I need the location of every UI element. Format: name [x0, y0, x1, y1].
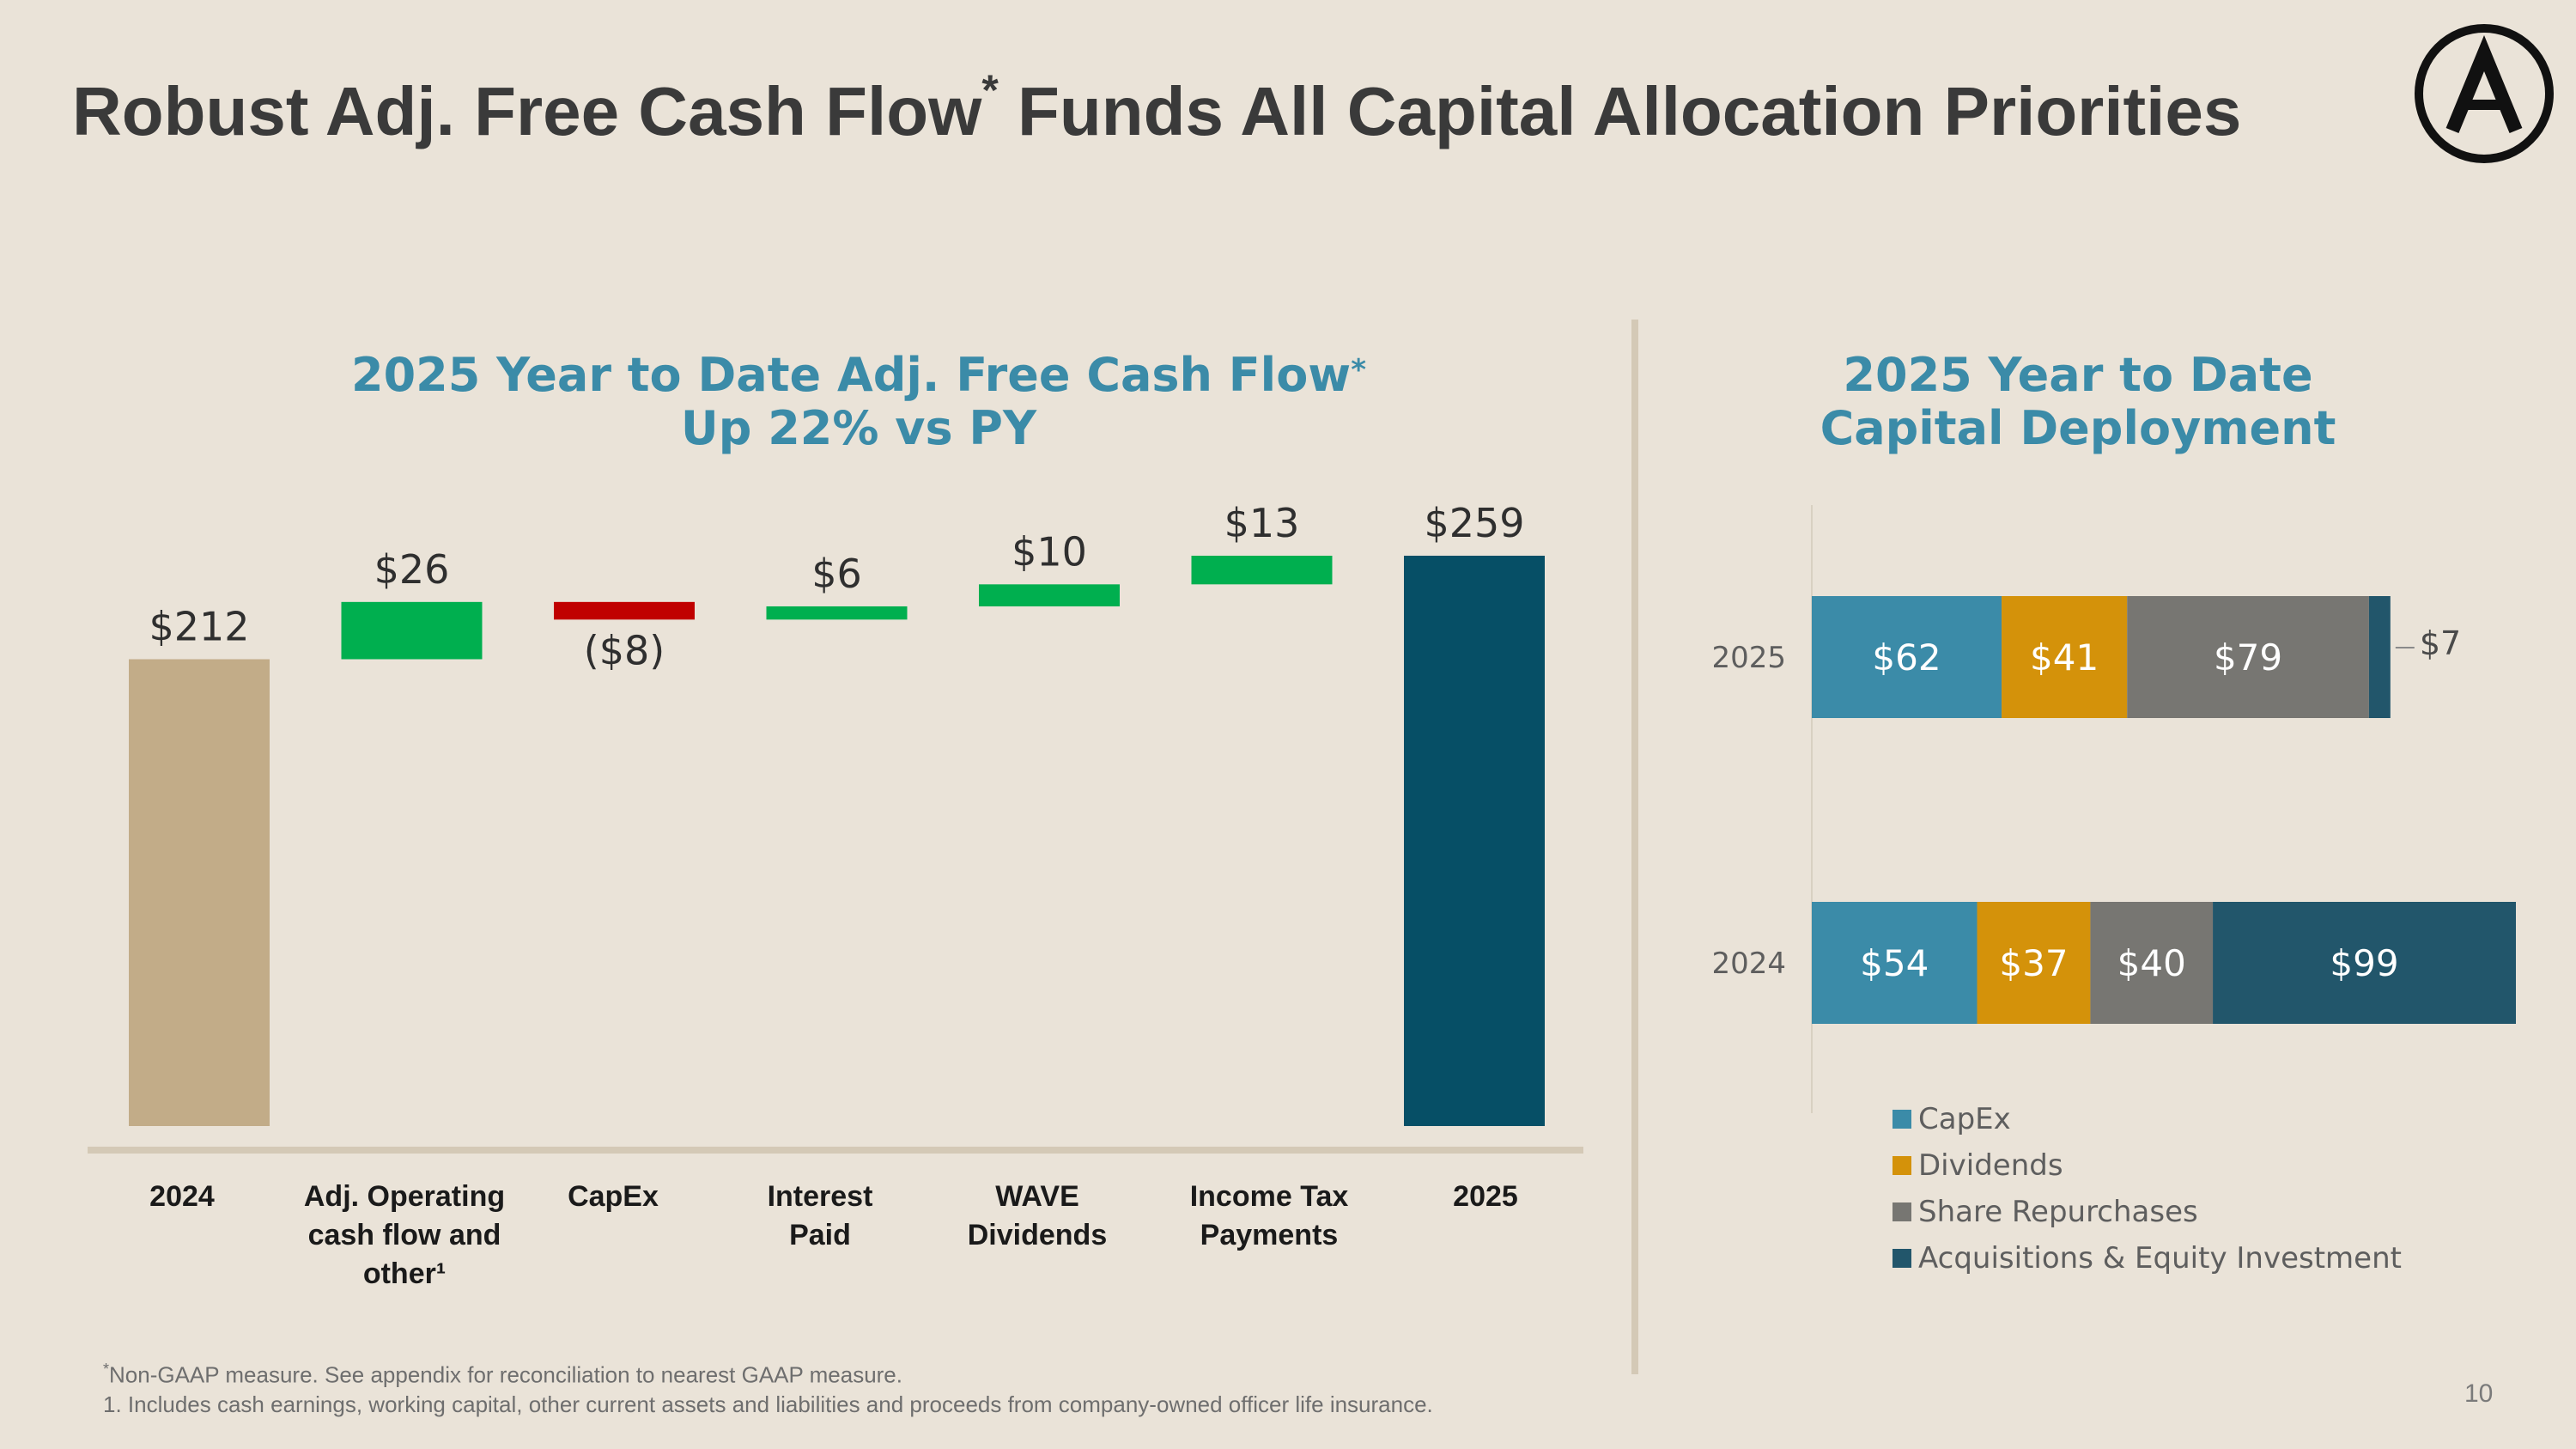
stacked-segment — [2090, 902, 2214, 1024]
data-label: $99 — [2330, 942, 2398, 984]
legend-item: Share Repurchases — [1893, 1189, 2402, 1235]
waterfall-bar — [766, 606, 908, 620]
category-label: 2024 — [149, 1180, 215, 1213]
data-label: $10 — [1012, 528, 1087, 575]
left-chart-title: 2025 Year to Date Adj. Free Cash Flow* U… — [351, 348, 1366, 455]
footnote-nongaap: *Non-GAAP measure. See appendix for reco… — [103, 1361, 902, 1388]
stacked-segment — [2368, 596, 2391, 718]
category-label: WAVE — [995, 1180, 1079, 1213]
legend-swatch — [1893, 1249, 1911, 1268]
chart-legend: CapEx Dividends Share Repurchases Acquis… — [1893, 1096, 2402, 1282]
data-label: ($8) — [584, 627, 665, 673]
data-label: $37 — [1999, 942, 2068, 984]
stacked-segment — [1812, 596, 2002, 718]
category-label: 2025 — [1453, 1180, 1518, 1213]
legend-swatch — [1893, 1110, 1911, 1129]
category-label: Interest — [768, 1180, 873, 1213]
data-label: $7 — [2420, 624, 2461, 662]
page-number: 10 — [2464, 1379, 2494, 1408]
footnote-1: 1. Includes cash earnings, working capit… — [103, 1391, 1433, 1417]
data-label: $26 — [374, 546, 450, 593]
legend-item: Dividends — [1893, 1142, 2402, 1189]
legend-label: CapEx — [1918, 1102, 2011, 1136]
data-label: $79 — [2214, 636, 2282, 679]
data-label: $13 — [1224, 500, 1300, 546]
stacked-segment — [2213, 902, 2516, 1024]
waterfall-chart: $212 2024 $26 Adj. Operating cash flow and ot… — [88, 500, 1583, 1290]
category-label: 2024 — [1711, 947, 1786, 981]
waterfall-bar — [1191, 556, 1333, 585]
legend-label: Share Repurchases — [1918, 1195, 2198, 1229]
company-logo — [2415, 24, 2554, 163]
legend-label: Acquisitions & Equity Investment — [1918, 1241, 2402, 1275]
category-label: Dividends — [968, 1219, 1107, 1251]
section-divider — [1631, 320, 1638, 1374]
right-chart-title: 2025 Year to Date Capital Deployment — [1820, 348, 2336, 455]
x-axis-line — [88, 1147, 1583, 1154]
category-label: Adj. Operating — [304, 1180, 505, 1213]
capital-deployment-chart: 2025 $62 $41 $79 $7 2024 $54 $37 $40 $99 — [1711, 505, 2516, 1113]
waterfall-bar — [129, 659, 270, 1126]
waterfall-bar — [979, 584, 1120, 606]
data-label: $40 — [2117, 942, 2186, 984]
category-label: Paid — [789, 1219, 851, 1251]
waterfall-bar — [341, 601, 483, 660]
data-label: $54 — [1860, 942, 1929, 984]
legend-swatch — [1893, 1156, 1911, 1175]
page-title: Robust Adj. Free Cash Flow* Funds All Ca… — [72, 66, 2242, 149]
stacked-segment — [1977, 902, 2091, 1024]
category-label: 2025 — [1711, 641, 1786, 675]
data-label: $212 — [149, 603, 249, 649]
legend-label: Dividends — [1918, 1148, 2063, 1183]
data-label: $41 — [2030, 636, 2099, 679]
category-label: Income Tax — [1190, 1180, 1349, 1213]
category-label: CapEx — [568, 1180, 659, 1213]
waterfall-bar — [554, 601, 695, 620]
data-label: $6 — [811, 551, 862, 597]
category-label: cash flow and — [308, 1219, 501, 1251]
stacked-segment — [1812, 902, 1978, 1024]
category-label: Payments — [1200, 1219, 1339, 1251]
data-label: $62 — [1872, 636, 1941, 679]
legend-item: CapEx — [1893, 1096, 2402, 1142]
stacked-segment — [2127, 596, 2369, 718]
legend-swatch — [1893, 1202, 1911, 1221]
stacked-segment — [2002, 596, 2128, 718]
data-label: $259 — [1424, 500, 1524, 546]
category-label: other¹ — [363, 1257, 446, 1290]
legend-item: Acquisitions & Equity Investment — [1893, 1235, 2402, 1282]
waterfall-bar — [1404, 556, 1545, 1126]
